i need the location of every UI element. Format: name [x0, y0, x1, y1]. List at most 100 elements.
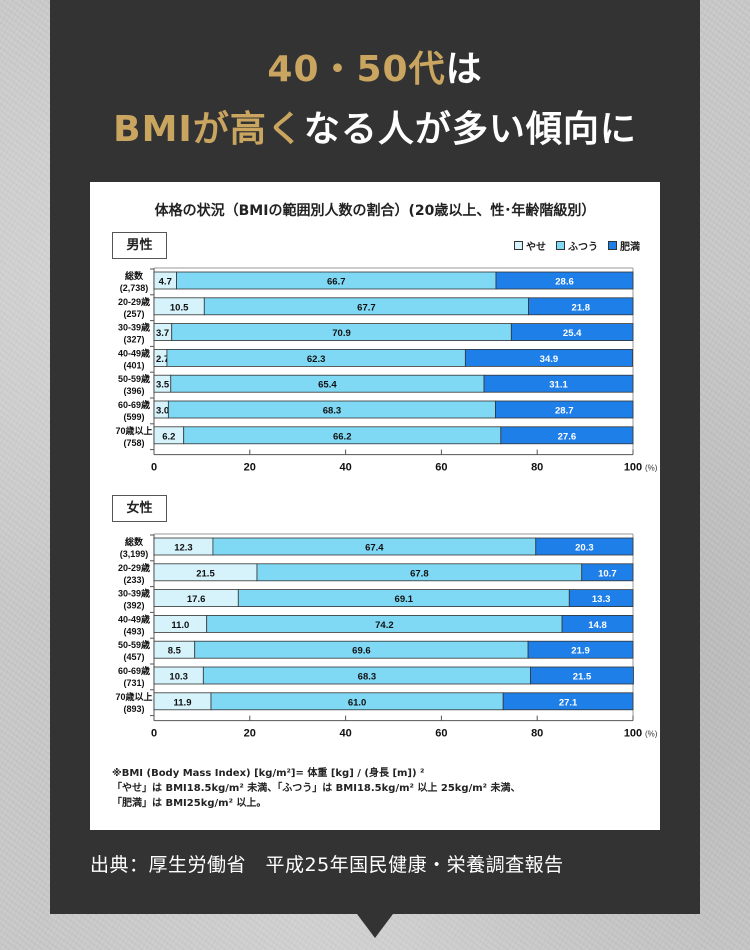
- legend-swatch-himan: [608, 241, 617, 250]
- x-tick-label: 80: [531, 462, 543, 474]
- data-label: 6.2: [162, 431, 175, 442]
- legend-label: やせ: [526, 242, 546, 253]
- x-tick-label: 0: [151, 728, 157, 740]
- headline-text: は: [445, 49, 483, 90]
- data-label: 69.1: [395, 594, 414, 605]
- category-label: 60-69歳: [118, 665, 150, 676]
- data-label: 17.6: [187, 594, 206, 605]
- x-tick-label: 0: [151, 462, 157, 474]
- legend-swatch-yase: [514, 241, 523, 250]
- x-tick-label: 20: [244, 462, 256, 474]
- bar-segment-himan: [464, 349, 633, 367]
- x-tick-label: 60: [435, 462, 447, 474]
- data-label: 68.3: [323, 406, 342, 417]
- category-label: 30-39歳: [118, 588, 150, 599]
- bar-segment-himan: [495, 400, 634, 419]
- data-label: 21.9: [571, 646, 590, 657]
- category-count: (731): [123, 678, 144, 688]
- x-tick-label: 60: [435, 728, 447, 740]
- category-label: 50-59歳: [118, 373, 150, 384]
- headline-highlight-bmi: BMIが高く: [113, 109, 304, 150]
- data-label: 61.0: [348, 697, 367, 708]
- bar-segment-himan: [568, 589, 634, 607]
- data-label: 11.0: [171, 620, 189, 631]
- data-label: 62.3: [307, 354, 326, 365]
- category-count: (457): [123, 652, 144, 662]
- bar-segment-himan: [502, 692, 634, 711]
- note-line: 「やせ」は BMI18.5kg/m² 未満、「ふつう」は BMI18.5kg/m…: [112, 783, 521, 794]
- data-label: 65.4: [318, 380, 337, 391]
- data-label: 4.7: [159, 277, 172, 288]
- category-label: 総数: [125, 536, 144, 547]
- data-label: 34.9: [540, 354, 559, 365]
- x-tick-label: 20: [244, 728, 256, 740]
- data-label: 10.7: [598, 568, 617, 579]
- panel-pointer-arrow: [357, 914, 393, 938]
- legend-item-himan: 肥満: [608, 238, 640, 253]
- data-label: 25.4: [563, 328, 582, 339]
- data-label: 14.8: [588, 620, 607, 631]
- category-count: (599): [123, 412, 144, 422]
- legend-label: ふつう: [568, 242, 598, 253]
- data-label: 12.3: [174, 543, 193, 554]
- category-count: (401): [123, 360, 144, 370]
- legend-label: 肥満: [620, 242, 640, 253]
- panel-label-male: 男性: [112, 232, 167, 259]
- category-label: 20-29歳: [118, 562, 150, 573]
- data-label: 10.5: [170, 302, 189, 313]
- category-label: 20-29歳: [118, 296, 150, 307]
- data-label: 69.6: [352, 646, 371, 657]
- data-label: 27.1: [559, 697, 578, 708]
- legend-swatch-futsuu: [556, 241, 565, 250]
- bar-segment-himan: [530, 666, 634, 685]
- category-label: 70歳以上: [115, 425, 152, 436]
- data-label: 74.2: [375, 620, 394, 631]
- category-label: 40-49歳: [118, 613, 150, 624]
- panel-label-female: 女性: [112, 495, 167, 522]
- bar-segment-himan: [527, 640, 634, 659]
- category-label: 70歳以上: [115, 691, 152, 702]
- headline-text: なる人が多い傾向に: [303, 109, 637, 150]
- category-label: 総数: [125, 270, 144, 281]
- category-label: 50-59歳: [118, 639, 150, 650]
- category-count: (3,199): [120, 549, 149, 559]
- category-count: (758): [123, 438, 144, 448]
- category-label: 60-69歳: [118, 399, 150, 410]
- bmi-note: ※BMI (Body Mass Index) [kg/m²]= 体重 [kg] …: [112, 766, 521, 811]
- category-count: (2,738): [120, 283, 149, 293]
- data-label: 8.5: [168, 646, 182, 657]
- source-citation: 出典：厚生労働省 平成25年国民健康・栄養調査報告: [90, 854, 564, 876]
- x-tick-label: 40: [339, 728, 351, 740]
- headline: 40・50代は BMIが高くなる人が多い傾向に: [50, 40, 700, 160]
- data-label: 66.2: [333, 431, 352, 442]
- x-tick-label: 100: [624, 462, 642, 474]
- category-count: (392): [123, 601, 144, 611]
- data-label: 2.7: [156, 354, 169, 365]
- bar-segment-himan: [535, 537, 634, 556]
- category-count: (893): [123, 704, 144, 714]
- bar-segment-himan: [528, 297, 634, 316]
- bar-segment-himan: [561, 615, 634, 633]
- data-label: 67.7: [357, 302, 376, 313]
- data-label: 66.7: [327, 277, 346, 288]
- data-label: 20.3: [575, 543, 594, 554]
- chart-male: 総数 (2,738) 4.7 66.7 28.6 20-29歳 (257) 10.5 67.7 2…: [115, 267, 658, 474]
- bar-segment-himan: [495, 271, 634, 290]
- x-unit-label: (%): [645, 464, 658, 473]
- data-label: 28.7: [555, 406, 574, 417]
- data-label: 68.3: [358, 672, 377, 683]
- chart-card: 体格の状況（BMIの範囲別人数の割合）(20歳以上、性･年齢階級別） 男性 やせ…: [90, 182, 660, 830]
- data-label: 11.9: [174, 697, 192, 708]
- category-label: 40-49歳: [118, 347, 150, 358]
- bar-segment-himan: [483, 374, 634, 393]
- data-label: 21.5: [196, 568, 215, 579]
- bar-segment-himan: [581, 563, 634, 582]
- category-label: 30-39歳: [118, 322, 150, 333]
- headline-highlight-age: 40・50代: [267, 49, 446, 90]
- data-label: 67.4: [365, 543, 384, 554]
- data-label: 31.1: [549, 380, 568, 391]
- bar-segment-himan: [500, 426, 634, 445]
- data-label: 13.3: [592, 594, 611, 605]
- data-label: 3.7: [156, 328, 169, 339]
- data-label: 27.6: [558, 431, 577, 442]
